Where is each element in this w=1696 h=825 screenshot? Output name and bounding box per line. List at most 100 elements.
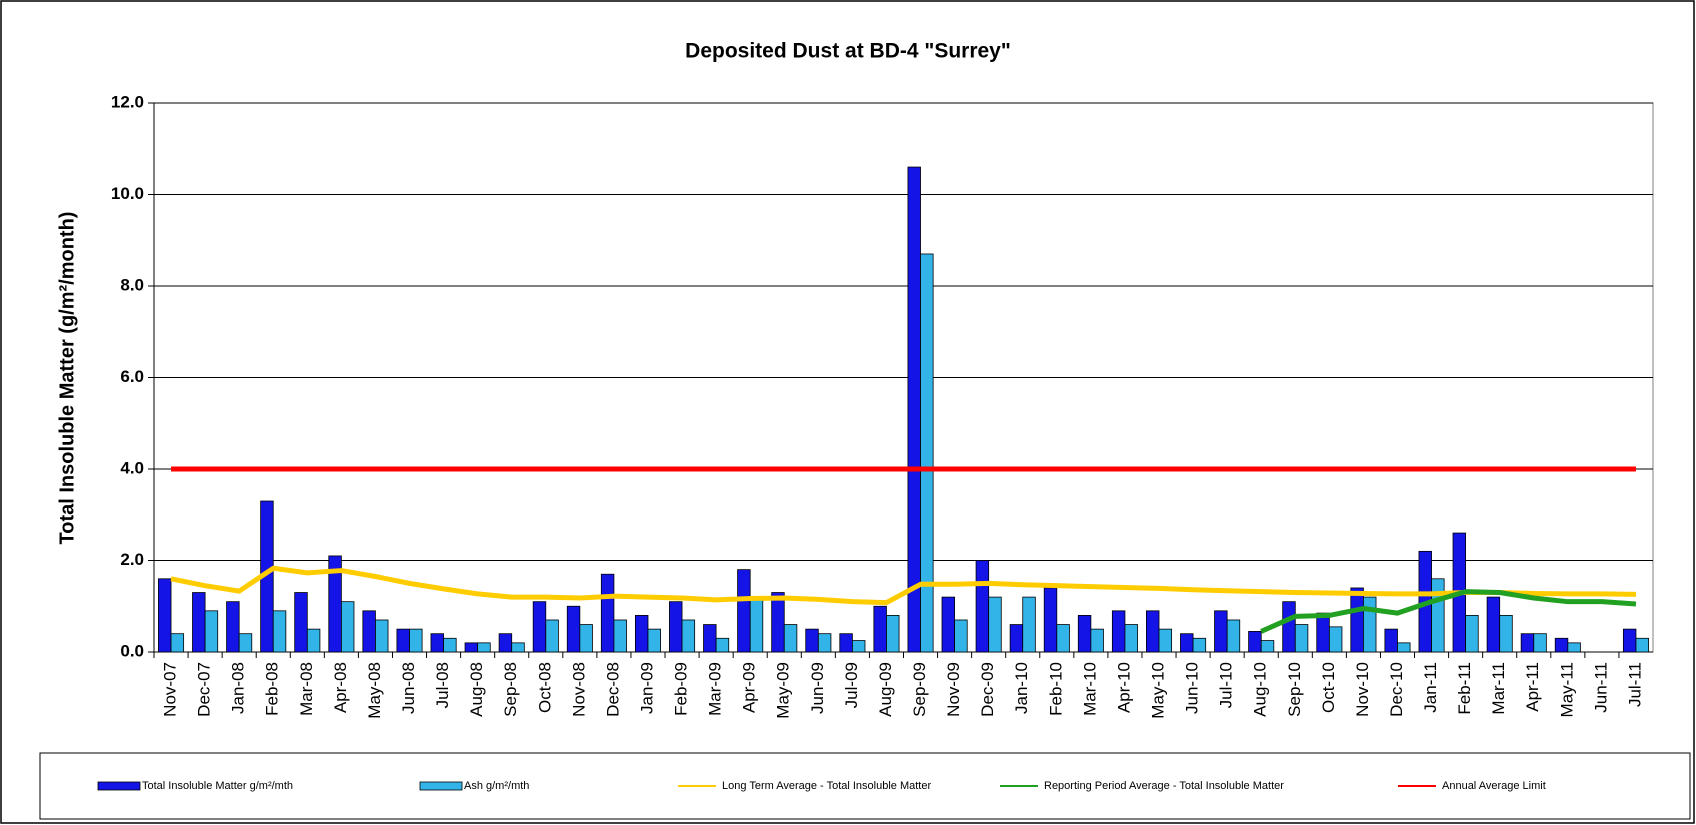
x-tick-label: Mar-09 <box>706 662 725 716</box>
bar <box>920 253 934 653</box>
bar <box>532 601 547 653</box>
bar <box>566 605 581 653</box>
bar <box>1328 626 1343 653</box>
bar <box>1022 596 1036 653</box>
bar <box>613 619 627 653</box>
x-tick-label: Jul-10 <box>1217 662 1236 708</box>
x-tick-label: Jan-11 <box>1421 662 1440 713</box>
bar <box>1158 628 1173 653</box>
x-tick-label: Jul-08 <box>433 662 452 708</box>
bar <box>443 637 457 653</box>
bar <box>669 601 683 653</box>
bar <box>1499 615 1513 653</box>
bar <box>170 633 185 653</box>
bar <box>464 642 479 653</box>
x-tick-label: Dec-09 <box>978 662 997 717</box>
bar <box>1009 624 1024 653</box>
legend-swatch <box>419 781 463 791</box>
bar <box>954 619 968 653</box>
bar <box>477 642 491 653</box>
x-tick-label: Apr-09 <box>740 662 759 713</box>
y-tick-label: 6.0 <box>120 367 144 386</box>
bar <box>1384 628 1398 653</box>
x-tick-label: Mar-11 <box>1489 662 1508 715</box>
x-tick-label: Jun-10 <box>1183 662 1202 714</box>
x-tick-label: Jul-09 <box>842 662 861 708</box>
bar <box>851 640 866 653</box>
x-tick-label: Sep-09 <box>910 662 929 717</box>
x-tick-label: Aug-09 <box>876 662 895 717</box>
bar <box>600 573 615 653</box>
bar <box>1397 642 1411 653</box>
bar <box>396 628 410 653</box>
bar <box>192 592 206 653</box>
x-tick-label: Apr-11 <box>1523 662 1542 712</box>
bar <box>975 560 990 653</box>
bar <box>272 610 287 653</box>
bar <box>805 628 819 653</box>
x-tick-label: Nov-09 <box>944 662 963 717</box>
bar <box>238 633 253 653</box>
bar <box>226 601 240 653</box>
bar <box>1465 615 1479 653</box>
bar <box>1146 610 1160 653</box>
x-tick-label: Feb-08 <box>263 662 282 716</box>
bar <box>1124 624 1138 653</box>
bar <box>430 633 444 653</box>
x-tick-label: Feb-09 <box>672 662 691 716</box>
bar <box>783 624 798 653</box>
legend-label: Reporting Period Average - Total Insolub… <box>1044 780 1284 792</box>
bar <box>1056 624 1070 653</box>
bar <box>1316 612 1330 653</box>
bar <box>1486 596 1501 653</box>
x-tick-label: May-11 <box>1557 662 1576 717</box>
x-tick-label: Jan-09 <box>637 662 656 714</box>
x-tick-label: Nov-07 <box>161 662 180 717</box>
y-tick-label: 10.0 <box>111 184 144 203</box>
bar <box>715 637 730 653</box>
bar <box>1077 615 1092 653</box>
y-axis-title: Total Insoluble Matter (g/m²/month) <box>56 212 78 545</box>
x-tick-label: Jun-11 <box>1591 662 1610 713</box>
x-tick-label: Mar-08 <box>297 662 316 716</box>
y-tick-label: 2.0 <box>120 550 144 569</box>
bar <box>886 615 900 653</box>
x-tick-label: Oct-10 <box>1319 662 1338 713</box>
bar <box>634 615 649 653</box>
bar <box>1350 587 1364 653</box>
bar <box>1520 633 1535 653</box>
bar <box>771 592 785 653</box>
x-tick-label: Feb-10 <box>1046 662 1065 716</box>
bar <box>1043 587 1058 653</box>
bar <box>362 610 376 653</box>
bar <box>498 633 513 653</box>
legend-label: Ash g/m²/mth <box>464 780 529 792</box>
bar <box>703 624 717 653</box>
bar <box>647 628 661 653</box>
y-tick-label: 12.0 <box>111 92 144 111</box>
x-tick-label: Dec-08 <box>603 662 622 717</box>
bar <box>1554 637 1569 653</box>
bar <box>1180 633 1194 653</box>
x-tick-label: Nov-08 <box>569 662 588 717</box>
legend-label: Total Insoluble Matter g/m²/mth <box>142 780 293 792</box>
bar <box>340 601 355 653</box>
bar <box>1294 624 1309 653</box>
bar <box>1090 628 1104 653</box>
x-tick-label: May-09 <box>774 662 793 719</box>
line-series <box>1260 589 1637 634</box>
bar <box>1282 601 1296 653</box>
bar <box>1192 637 1207 653</box>
bar <box>737 569 751 653</box>
x-tick-label: May-10 <box>1148 662 1167 719</box>
line-series <box>170 565 1637 606</box>
bar <box>817 633 832 653</box>
x-tick-label: Aug-10 <box>1251 662 1270 717</box>
bar <box>907 166 921 653</box>
bar <box>1260 640 1275 653</box>
bar <box>545 619 559 653</box>
bar <box>941 596 956 653</box>
bar <box>1226 619 1241 653</box>
x-tick-label: Dec-07 <box>195 662 214 717</box>
